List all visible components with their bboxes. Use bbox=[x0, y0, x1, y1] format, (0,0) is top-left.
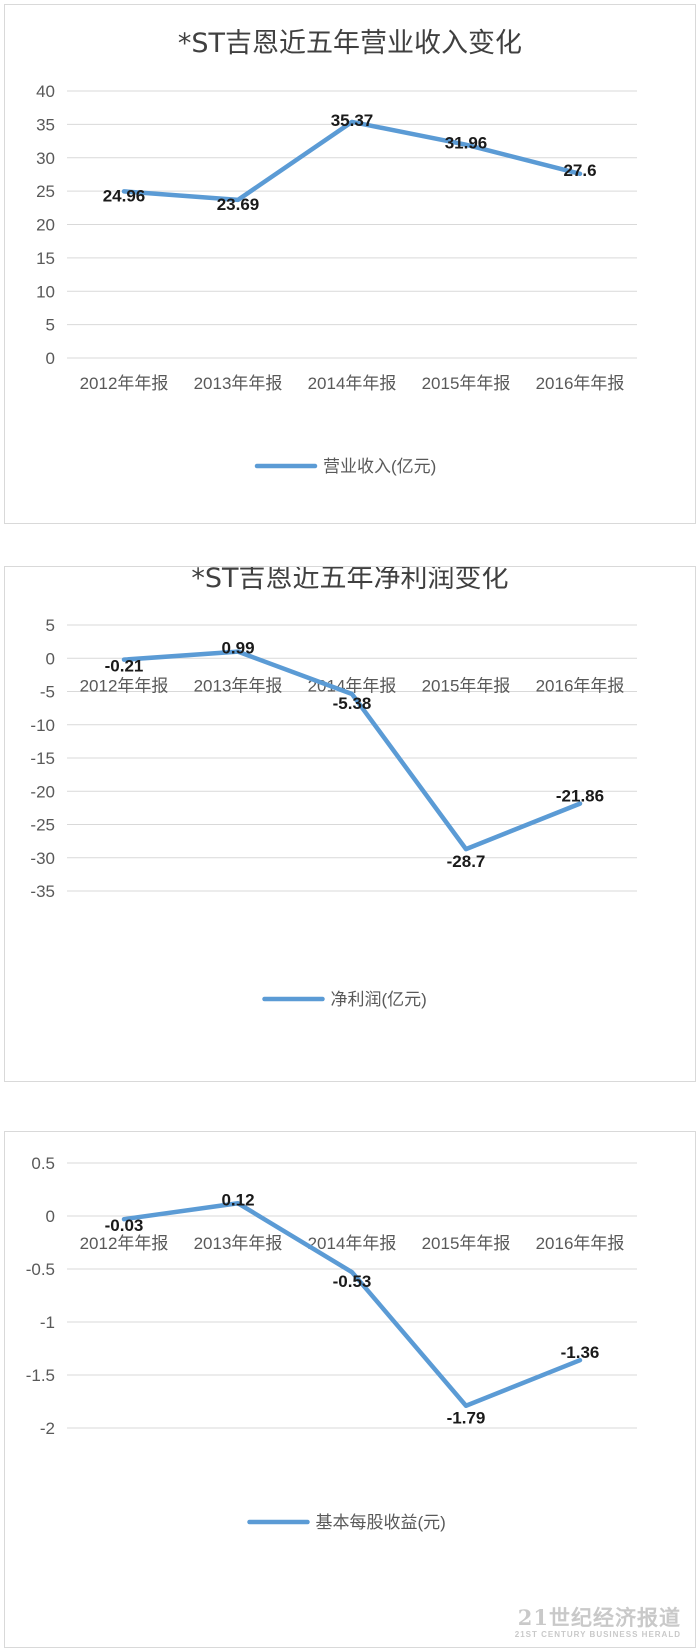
data-point bbox=[123, 659, 125, 661]
watermark-text: 21世纪经济报道 bbox=[517, 1605, 681, 1630]
y-tick-label: -5 bbox=[40, 683, 55, 702]
watermark-subtext: 21ST CENTURY BUSINESS HERALD bbox=[514, 1630, 681, 1639]
y-tick-label: 15 bbox=[36, 249, 55, 268]
y-tick-label: 5 bbox=[46, 616, 55, 635]
y-tick-label: 0 bbox=[46, 1207, 55, 1226]
data-point bbox=[465, 848, 467, 850]
data-label: -0.53 bbox=[333, 1272, 372, 1291]
eps-chart-panel: *ST吉恩近五年每股收益变化 0.5 0 -0.5 -1 -1.5 -2 2012年年报 201… bbox=[4, 1131, 696, 1648]
y-tick-label: 5 bbox=[46, 316, 55, 335]
x-tick-label: 2014年年报 bbox=[308, 676, 397, 695]
y-tick-label: 10 bbox=[36, 282, 55, 301]
data-label: -0.21 bbox=[105, 657, 144, 676]
data-label: 31.96 bbox=[445, 134, 488, 153]
x-tick-label: 2013年年报 bbox=[194, 676, 283, 695]
y-tick-label: 35 bbox=[36, 115, 55, 134]
x-tick-label: 2015年年报 bbox=[422, 676, 511, 695]
y-tick-label: -1 bbox=[40, 1313, 55, 1332]
revenue-chart-panel: *ST吉恩近五年营业收入变化 0 5 10 15 20 25 30 35 40 2012年年报 201… bbox=[4, 4, 696, 524]
x-tick-label: 2012年年报 bbox=[80, 374, 169, 393]
data-point bbox=[351, 693, 353, 695]
y-tick-label: -20 bbox=[30, 782, 55, 801]
data-point bbox=[237, 1202, 239, 1204]
data-point bbox=[465, 1405, 467, 1407]
data-label: 0.12 bbox=[221, 1190, 254, 1209]
y-tick-label: 0 bbox=[46, 649, 55, 668]
x-tick-label: 2016年年报 bbox=[536, 374, 625, 393]
y-tick-label: 0 bbox=[46, 349, 55, 368]
x-tick-label: 2012年年报 bbox=[80, 1234, 169, 1253]
legend: 净利润(亿元) bbox=[262, 990, 427, 1009]
data-point bbox=[579, 1359, 581, 1361]
y-tick-label: 0.5 bbox=[31, 1154, 55, 1173]
y-tick-label: -10 bbox=[30, 716, 55, 735]
data-point bbox=[465, 144, 467, 146]
data-point bbox=[237, 199, 239, 201]
data-label: -28.7 bbox=[447, 852, 486, 871]
data-label: 24.96 bbox=[103, 186, 146, 205]
data-label: -1.79 bbox=[447, 1409, 486, 1428]
y-tick-label: -25 bbox=[30, 816, 55, 835]
x-tick-label: 2012年年报 bbox=[80, 676, 169, 695]
data-label: -5.38 bbox=[333, 694, 372, 713]
watermark: 21世纪经济报道 21ST CENTURY BUSINESS HERALD bbox=[515, 1602, 681, 1639]
net-profit-chart: *ST吉恩近五年净利润变化 5 0 -5 -10 -15 -20 -25 -30 -35 2012年… bbox=[30, 567, 637, 1009]
chart-title: *ST吉恩近五年净利润变化 bbox=[191, 567, 508, 594]
data-point bbox=[123, 1218, 125, 1220]
legend-label: 基本每股收益(元) bbox=[316, 1513, 446, 1532]
y-tick-label: 25 bbox=[36, 182, 55, 201]
y-tick-label: -0.5 bbox=[26, 1260, 55, 1279]
y-tick-label: -1.5 bbox=[26, 1366, 55, 1385]
data-point bbox=[351, 121, 353, 123]
data-point bbox=[579, 803, 581, 805]
chart-title: *ST吉恩近五年营业收入变化 bbox=[178, 28, 522, 59]
legend: 基本每股收益(元) bbox=[247, 1513, 446, 1532]
data-label: -1.36 bbox=[561, 1343, 600, 1362]
y-tick-label: 40 bbox=[36, 82, 55, 101]
data-point bbox=[579, 173, 581, 175]
data-label: -21.86 bbox=[556, 787, 604, 806]
series-line bbox=[121, 119, 583, 203]
data-label: 0.99 bbox=[221, 639, 254, 658]
x-tick-label: 2015年年报 bbox=[422, 1234, 511, 1253]
data-label: -0.03 bbox=[105, 1216, 144, 1235]
y-tick-label: 30 bbox=[36, 149, 55, 168]
chart-title: *ST吉恩近五年每股收益变化 bbox=[178, 1132, 522, 1135]
legend-label: 营业收入(亿元) bbox=[323, 457, 436, 476]
data-point bbox=[237, 651, 239, 653]
x-tick-label: 2013年年报 bbox=[194, 1234, 283, 1253]
x-tick-label: 2016年年报 bbox=[536, 1234, 625, 1253]
y-tick-label: 20 bbox=[36, 216, 55, 235]
data-point bbox=[123, 190, 125, 192]
data-point bbox=[351, 1271, 353, 1273]
legend-label: 净利润(亿元) bbox=[331, 990, 427, 1009]
x-tick-label: 2015年年报 bbox=[422, 374, 511, 393]
y-tick-label: -35 bbox=[30, 882, 55, 901]
y-tick-label: -2 bbox=[40, 1419, 55, 1438]
y-tick-label: -15 bbox=[30, 749, 55, 768]
x-tick-label: 2013年年报 bbox=[194, 374, 283, 393]
x-tick-label: 2016年年报 bbox=[536, 676, 625, 695]
x-tick-label: 2014年年报 bbox=[308, 1234, 397, 1253]
eps-chart: *ST吉恩近五年每股收益变化 0.5 0 -0.5 -1 -1.5 -2 2012年年报 201… bbox=[26, 1132, 637, 1532]
legend: 营业收入(亿元) bbox=[254, 457, 436, 476]
net-profit-chart-panel: *ST吉恩近五年净利润变化 5 0 -5 -10 -15 -20 -25 -30 -35 2012年… bbox=[4, 566, 696, 1082]
data-label: 35.37 bbox=[331, 111, 374, 130]
data-label: 23.69 bbox=[217, 195, 260, 214]
x-tick-label: 2014年年报 bbox=[308, 374, 397, 393]
y-tick-label: -30 bbox=[30, 849, 55, 868]
data-label: 27.6 bbox=[563, 161, 596, 180]
revenue-chart: *ST吉恩近五年营业收入变化 0 5 10 15 20 25 30 35 40 2012年年报 201… bbox=[36, 28, 637, 476]
